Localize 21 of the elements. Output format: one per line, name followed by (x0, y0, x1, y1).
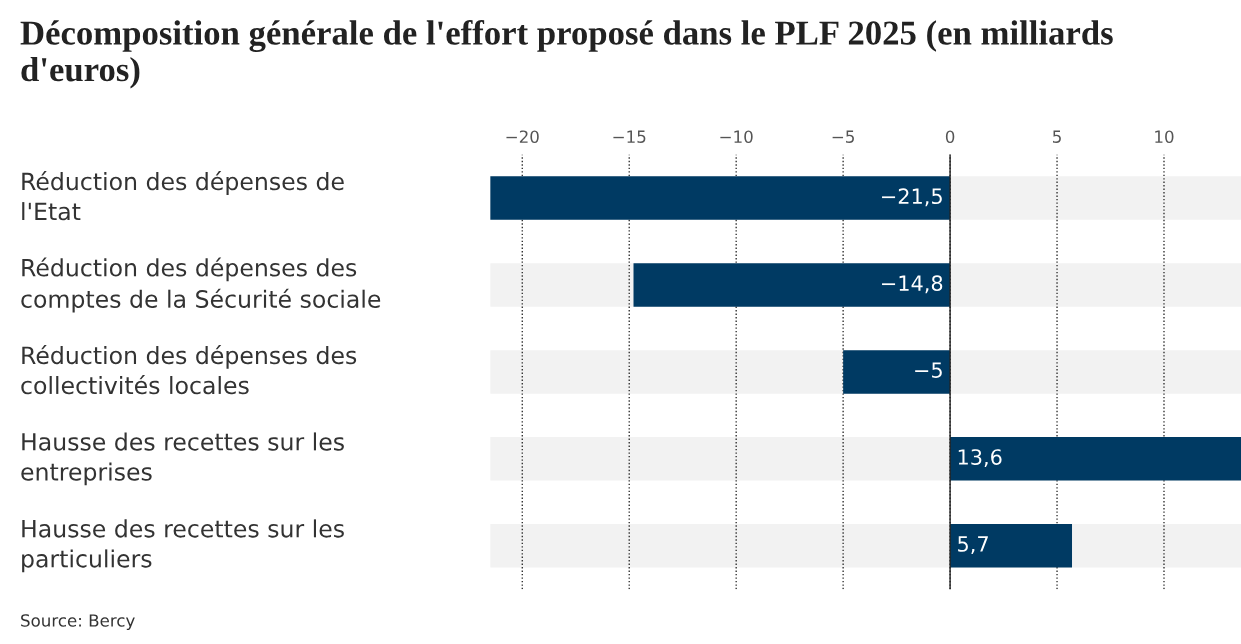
x-tick-label: 5 (1053, 130, 1061, 143)
bar (950, 524, 1073, 568)
bar (843, 350, 951, 394)
data-label: 5,7 (958, 536, 988, 554)
data-label: −5 (915, 362, 942, 378)
y-tick-label: Réduction des dépenses de l'Etat (22, 171, 344, 221)
x-tick-label: −10 (720, 130, 753, 143)
y-tick-label: Réduction des dépenses des collectivités locales (21, 345, 357, 395)
y-tick-label: Hausse des recettes sur les particuliers (22, 519, 344, 573)
x-tick-label: −15 (613, 130, 646, 143)
x-tick-label: 10 (1155, 130, 1174, 143)
data-label: 13,6 (958, 449, 1002, 468)
y-tick-label: Réduction des dépenses des comptes de la Sécurité sociale (21, 257, 381, 313)
x-tick-label: −20 (506, 130, 539, 143)
data-label: −14,8 (882, 275, 943, 294)
data-label: −21,5 (882, 188, 942, 207)
x-tick-label: −5 (832, 130, 854, 143)
source-note: Source: Bercy (21, 614, 135, 630)
chart-title: Décomposition générale de l'effort proposé dans le PLF 2025 (en milliards d'euros) (20, 20, 1113, 89)
y-tick-label: Hausse des recettes sur les entreprises (21, 432, 344, 486)
x-tick-label: 0 (945, 130, 955, 143)
